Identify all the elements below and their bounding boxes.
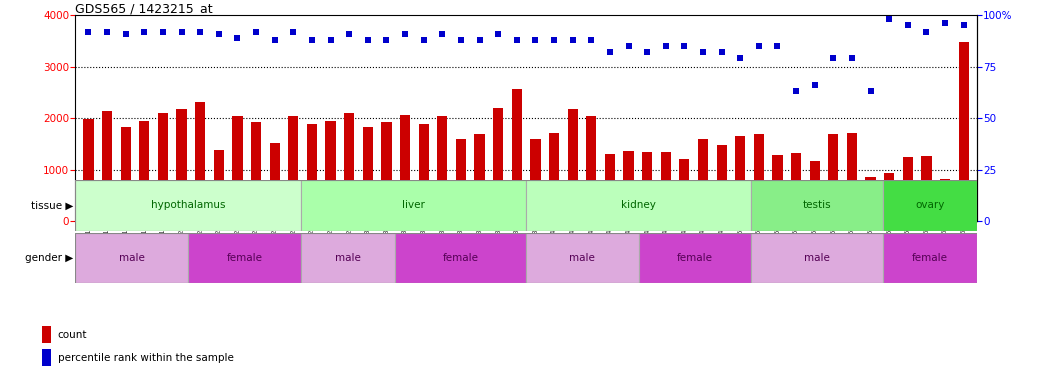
Bar (568, 110, 577, 221)
Bar (301, 180, 526, 231)
Text: male: male (804, 253, 830, 263)
Bar (75, 180, 301, 231)
Bar (418, 124, 429, 221)
Bar (363, 128, 373, 221)
Bar (660, 152, 671, 221)
Text: GDS565 / 1423215_at: GDS565 / 1423215_at (75, 2, 213, 15)
Bar (307, 124, 318, 221)
Text: male: male (334, 253, 361, 263)
Bar (810, 161, 820, 221)
Text: female: female (677, 253, 713, 263)
Bar (772, 155, 783, 221)
Bar (269, 143, 280, 221)
Bar (959, 42, 968, 221)
Bar (902, 158, 913, 221)
Bar (679, 159, 690, 221)
Bar (42, 350, 51, 366)
Bar (400, 114, 410, 221)
Bar (288, 116, 299, 221)
Bar (847, 133, 857, 221)
Bar (344, 114, 354, 221)
Bar (828, 134, 838, 221)
Bar (475, 134, 484, 221)
Bar (326, 121, 335, 221)
Bar (42, 326, 51, 343)
Bar (530, 139, 541, 221)
Bar (526, 180, 751, 231)
Text: male: male (118, 253, 145, 263)
Bar (437, 116, 447, 221)
Bar (75, 232, 189, 283)
Text: female: female (226, 253, 262, 263)
Text: liver: liver (402, 200, 424, 210)
Text: male: male (569, 253, 595, 263)
Bar (189, 232, 301, 283)
Text: female: female (912, 253, 947, 263)
Bar (139, 121, 150, 221)
Bar (176, 110, 187, 221)
Bar (511, 89, 522, 221)
Bar (921, 156, 932, 221)
Bar (301, 232, 395, 283)
Bar (456, 139, 466, 221)
Bar (698, 139, 708, 221)
Bar (639, 232, 751, 283)
Bar (882, 180, 977, 231)
Bar (493, 108, 503, 221)
Bar (717, 146, 726, 221)
Bar (381, 122, 392, 221)
Bar (885, 173, 894, 221)
Bar (121, 128, 131, 221)
Bar (158, 113, 168, 221)
Bar (195, 102, 205, 221)
Bar (754, 134, 764, 221)
Bar (940, 179, 951, 221)
Bar (526, 232, 638, 283)
Bar (549, 133, 560, 221)
Bar (84, 119, 93, 221)
Bar (791, 153, 802, 221)
Bar (624, 151, 634, 221)
Bar (735, 136, 745, 221)
Bar (395, 232, 526, 283)
Text: testis: testis (803, 200, 831, 210)
Bar (751, 180, 882, 231)
Bar (642, 152, 652, 221)
Bar (250, 122, 261, 221)
Text: female: female (442, 253, 478, 263)
Bar (751, 232, 882, 283)
Text: hypothalamus: hypothalamus (151, 200, 225, 210)
Bar (214, 150, 224, 221)
Text: ovary: ovary (915, 200, 944, 210)
Bar (605, 154, 615, 221)
Text: gender ▶: gender ▶ (25, 253, 73, 263)
Bar (866, 177, 876, 221)
Text: tissue ▶: tissue ▶ (31, 200, 73, 210)
Text: kidney: kidney (621, 200, 656, 210)
Text: count: count (58, 330, 87, 340)
Bar (233, 116, 242, 221)
Bar (102, 111, 112, 221)
Bar (586, 116, 596, 221)
Text: percentile rank within the sample: percentile rank within the sample (58, 353, 234, 363)
Bar (882, 232, 977, 283)
